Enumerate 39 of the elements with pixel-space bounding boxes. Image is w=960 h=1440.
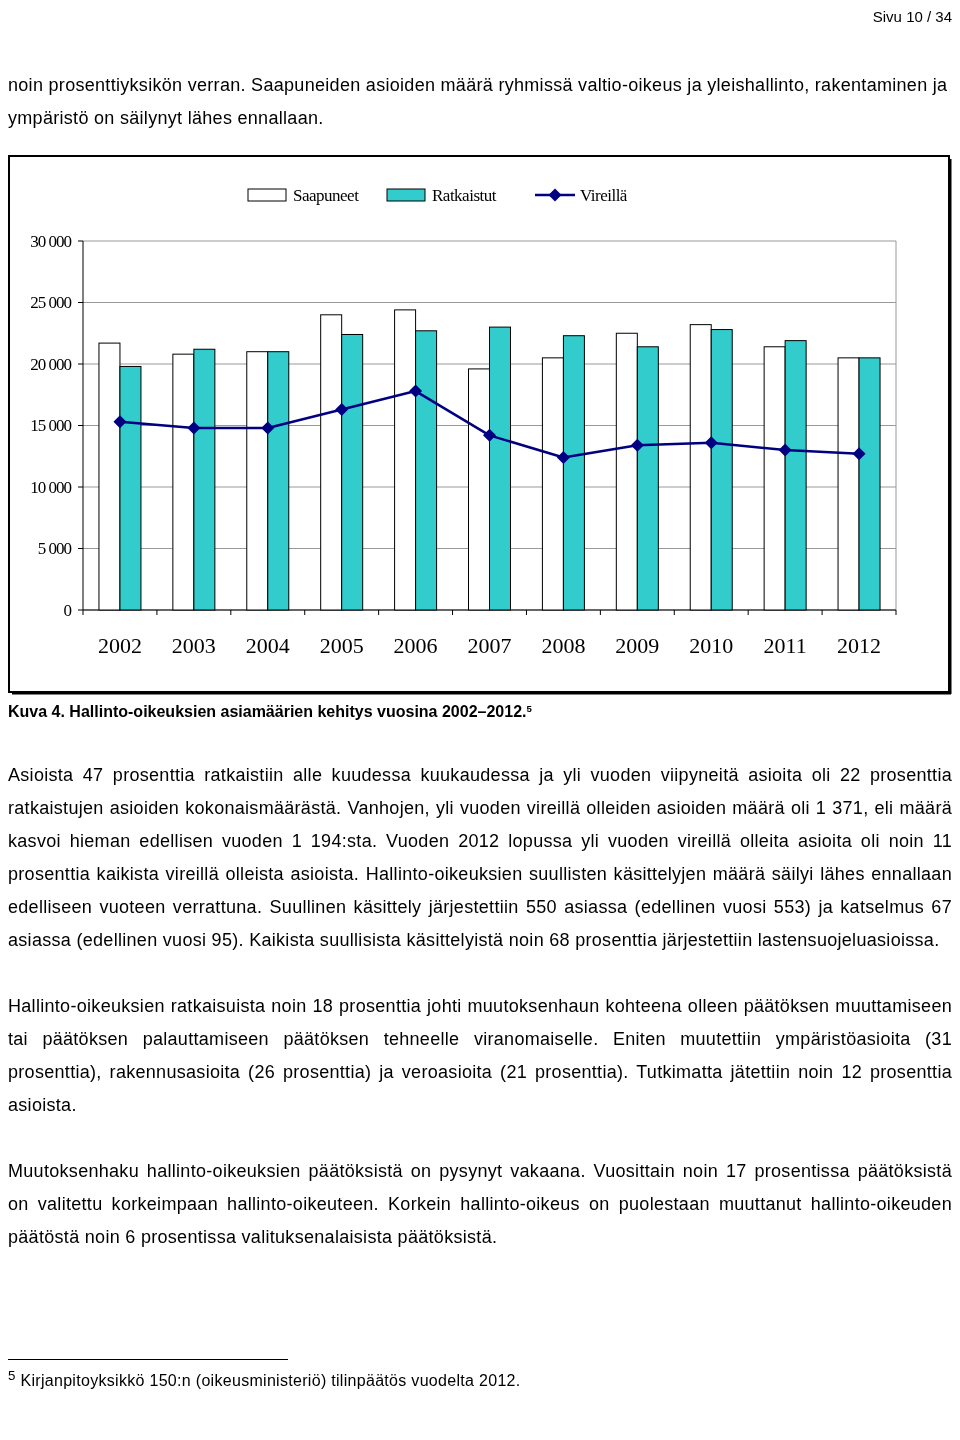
text: $^{5}$ Kirjanpitoyksikkö 150:n (oikeusministeriö) tilinpäätös vuodelta 2012. bbox=[8, 1367, 522, 1392]
x-tick-label: 2002 bbox=[97, 633, 142, 658]
x-tick-label: 2008 bbox=[541, 633, 586, 658]
x-tick-label: 2004 bbox=[245, 633, 290, 658]
y-tick-label: 20 000 bbox=[30, 354, 72, 374]
point bbox=[113, 415, 127, 429]
point bbox=[852, 447, 866, 461]
y-tick-label: 10 000 bbox=[30, 477, 72, 497]
point bbox=[704, 436, 718, 450]
x-tick-label: 2003 bbox=[171, 633, 216, 658]
text: noin prosenttiyksikön verran. Saapuneiden asioiden määrä ryhmissä valtio-oikeus ja yleishallinto, rakentaminen ja ympäristö on säilynyt lähes ennallaan. bbox=[8, 74, 949, 130]
point bbox=[483, 428, 496, 442]
point bbox=[261, 421, 275, 435]
y-tick-label: 30 000 bbox=[30, 231, 72, 251]
x-tick-label: 2006 bbox=[393, 633, 438, 658]
point bbox=[335, 403, 349, 417]
point bbox=[630, 438, 644, 452]
x-tick-label: 2007 bbox=[467, 633, 512, 658]
x-tick-label: 2005 bbox=[319, 633, 364, 658]
text: Hallinto-oikeuksien ratkaisuista noin 18 prosenttia johti muutoksenhaun kohteena olleen päätöksen muuttamiseen tai päätöksen palauttamiseen päätöksen tehneelle viranomaiselle. Eniten muutettiin ympäristöasioita (31 prosenttia), rakennusasioita (26 prosenttia) ja veroasioita (21 prosenttia). Tutkimatta jätettiin noin 12 prosenttia asioista. bbox=[8, 995, 952, 1117]
legend-label: Vireillä bbox=[580, 185, 628, 205]
text: Kuva 4. Hallinto-oikeuksien asiamäärien kehitys vuosina 2002–2012.$^{5}$ bbox=[8, 702, 533, 720]
text: Asioista 47 prosenttia ratkaistiin alle kuudessa kuukaudessa ja yli vuoden viipyneitä asioita oli 22 prosenttia ratkaistujen asioiden kokonaismäärästä. Vanhojen, yli vuoden vireillä olleiden asioiden määrä oli 1 371, eli määrä kasvoi hieman edellisen vuoden 1 194:sta. Vuoden 2012 lopussa yli vuoden vireillä olleita asioita oli noin 11 prosenttia kaikista vireillä olleista asioista. Hallinto-oikeuksien suullisten käsittelyjen määrä säilyi lähes ennallaan edelliseen vuoteen verrattuna. Suullinen käsittely järjestettiin 550 asiassa (edellinen vuosi 553) ja katselmus 67 asiassa (edellinen vuosi 95). Kaikista suullisista käsittelyistä noin 68 prosenttia järjestettiin lastensuojeluasioissa. bbox=[8, 764, 952, 952]
legend-label: Ratkaistut bbox=[432, 185, 497, 205]
y-tick-label: 5 000 bbox=[37, 539, 72, 559]
point bbox=[409, 384, 423, 398]
x-tick-label: 2010 bbox=[689, 633, 734, 658]
x-tick-label: 2009 bbox=[615, 633, 660, 658]
point bbox=[556, 450, 570, 464]
text: Sivu 10 / 34 bbox=[871, 8, 952, 25]
point bbox=[778, 443, 792, 457]
y-tick-label: 0 bbox=[63, 600, 72, 620]
x-tick-label: 2011 bbox=[763, 633, 807, 658]
y-tick-label: 15 000 bbox=[30, 416, 72, 436]
y-tick-label: 25 000 bbox=[30, 293, 72, 313]
text: Muutoksenhaku hallinto-oikeuksien päätöksistä on pysynyt vakaana. Vuosittain noin 17 prosentissa päätöksistä on valitettu korkeimpaan hallinto-oikeuteen. Korkein hallinto-oikeus on puolestaan muuttanut hallinto-oikeuden päätöstä noin 6 prosentissa valituksenalaisista päätöksistä. bbox=[8, 1160, 952, 1249]
x-tick-label: 2012 bbox=[837, 633, 882, 658]
legend-label: Saapuneet bbox=[293, 185, 360, 205]
point bbox=[187, 421, 201, 435]
